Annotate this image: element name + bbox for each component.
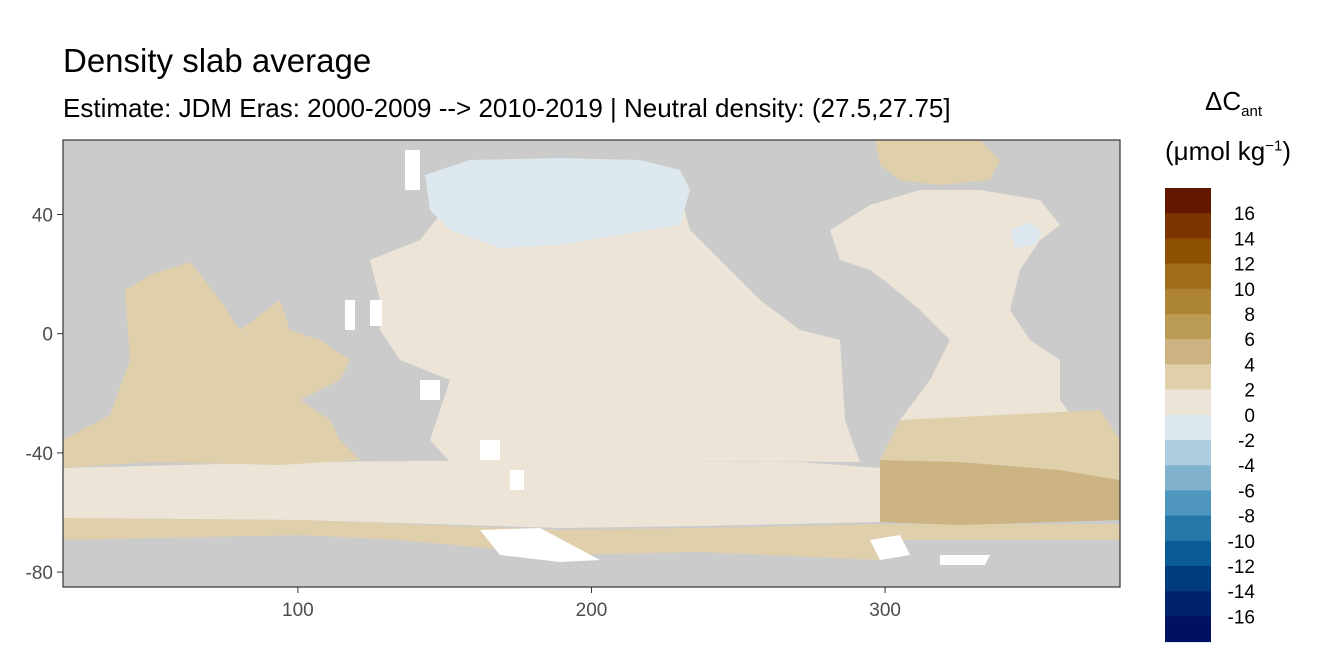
legend-unit-suffix: )	[1282, 136, 1291, 166]
legend-bin-label: -16	[1228, 607, 1255, 628]
legend-title-symbol: ΔCant	[1205, 86, 1262, 120]
ocean-region-nordic-seas	[875, 140, 1000, 185]
legend-unit-prefix: (μmol kg	[1165, 136, 1266, 166]
legend-title-unit: (μmol kg−1)	[1165, 136, 1291, 167]
legend-color-bin	[1165, 540, 1211, 567]
legend-labels: 16 14 12 10 8 6 4 2 0 -2 -4 -6 -8 -10 -12 -14 -16	[1228, 204, 1256, 628]
legend-bin-label: -6	[1238, 481, 1255, 502]
legend-bin-label: -14	[1228, 582, 1256, 603]
ocean-region-west-atlantic-patch	[1010, 222, 1042, 248]
x-tick-label: 200	[576, 600, 608, 621]
ocean-region-pacific	[370, 195, 860, 462]
legend-color-bin	[1165, 566, 1211, 592]
y-tick-label: 40	[32, 206, 53, 227]
ocean-region-southern-band	[63, 460, 1120, 528]
ocean-region-north-pacific-subpolar	[425, 158, 690, 248]
legend-bin-label: 14	[1234, 229, 1256, 250]
legend-color-bin	[1165, 414, 1211, 441]
legend-unit-superscript: −1	[1265, 137, 1283, 155]
legend-bin-label: 12	[1234, 255, 1255, 276]
x-tick-label: 100	[282, 600, 314, 621]
ocean-region-south-atlantic	[880, 460, 1120, 525]
ocean-region-antarctic-margin	[63, 518, 1120, 560]
legend-color-bin	[1165, 591, 1211, 617]
legend-bin-label: -8	[1238, 507, 1255, 528]
legend-bin-label: 6	[1244, 330, 1255, 351]
ocean-region-north-atlantic	[830, 190, 1090, 450]
ocean-region-south-atlantic-north	[880, 410, 1120, 480]
legend-bin-label: -12	[1228, 557, 1255, 578]
legend-color-bin	[1165, 288, 1211, 315]
y-tick-label: -40	[26, 444, 53, 465]
legend-bin-label: 16	[1234, 204, 1255, 225]
legend-symbol-text: ΔC	[1205, 86, 1242, 116]
legend-color-bin	[1165, 238, 1211, 265]
legend-bin-label: 8	[1244, 305, 1255, 326]
x-tick-label: 300	[869, 600, 901, 621]
x-axis: 100 200 300	[282, 587, 901, 621]
map-panel	[63, 140, 1120, 587]
legend-color-bin	[1165, 515, 1211, 542]
y-tick-label: 0	[42, 325, 53, 346]
plot-title: Density slab average	[63, 42, 372, 79]
legend-color-bin	[1165, 490, 1211, 517]
legend-symbol-subscript: ant	[1241, 103, 1263, 121]
plot-subtitle: Estimate: JDM Eras: 2000-2009 --> 2010-2…	[63, 93, 951, 123]
legend-bin-label: -4	[1238, 456, 1255, 477]
legend-color-bin	[1165, 389, 1211, 416]
legend-bin-label: -2	[1238, 431, 1255, 452]
y-axis: 40 0 -40 -80	[26, 206, 63, 584]
legend-color-bin	[1165, 616, 1211, 643]
legend-bin-label: 4	[1244, 355, 1255, 376]
legend-color-bin	[1165, 314, 1211, 340]
legend-bin-label: 0	[1244, 406, 1255, 427]
legend-bin-label: 2	[1244, 381, 1255, 402]
legend-color-bin	[1165, 263, 1211, 290]
legend-bin-label: -10	[1228, 532, 1255, 553]
legend-color-bin	[1165, 213, 1211, 239]
legend-color-bin	[1165, 364, 1211, 391]
ocean-region-indian	[63, 262, 360, 468]
legend-colorbar	[1165, 188, 1211, 643]
missing-data-areas	[345, 150, 990, 565]
y-tick-label: -80	[26, 563, 53, 584]
legend-color-bin	[1165, 465, 1211, 491]
legend-color-bin	[1165, 339, 1211, 365]
legend-color-bin	[1165, 188, 1211, 214]
legend-bin-label: 10	[1234, 280, 1255, 301]
legend-color-bin	[1165, 440, 1211, 466]
